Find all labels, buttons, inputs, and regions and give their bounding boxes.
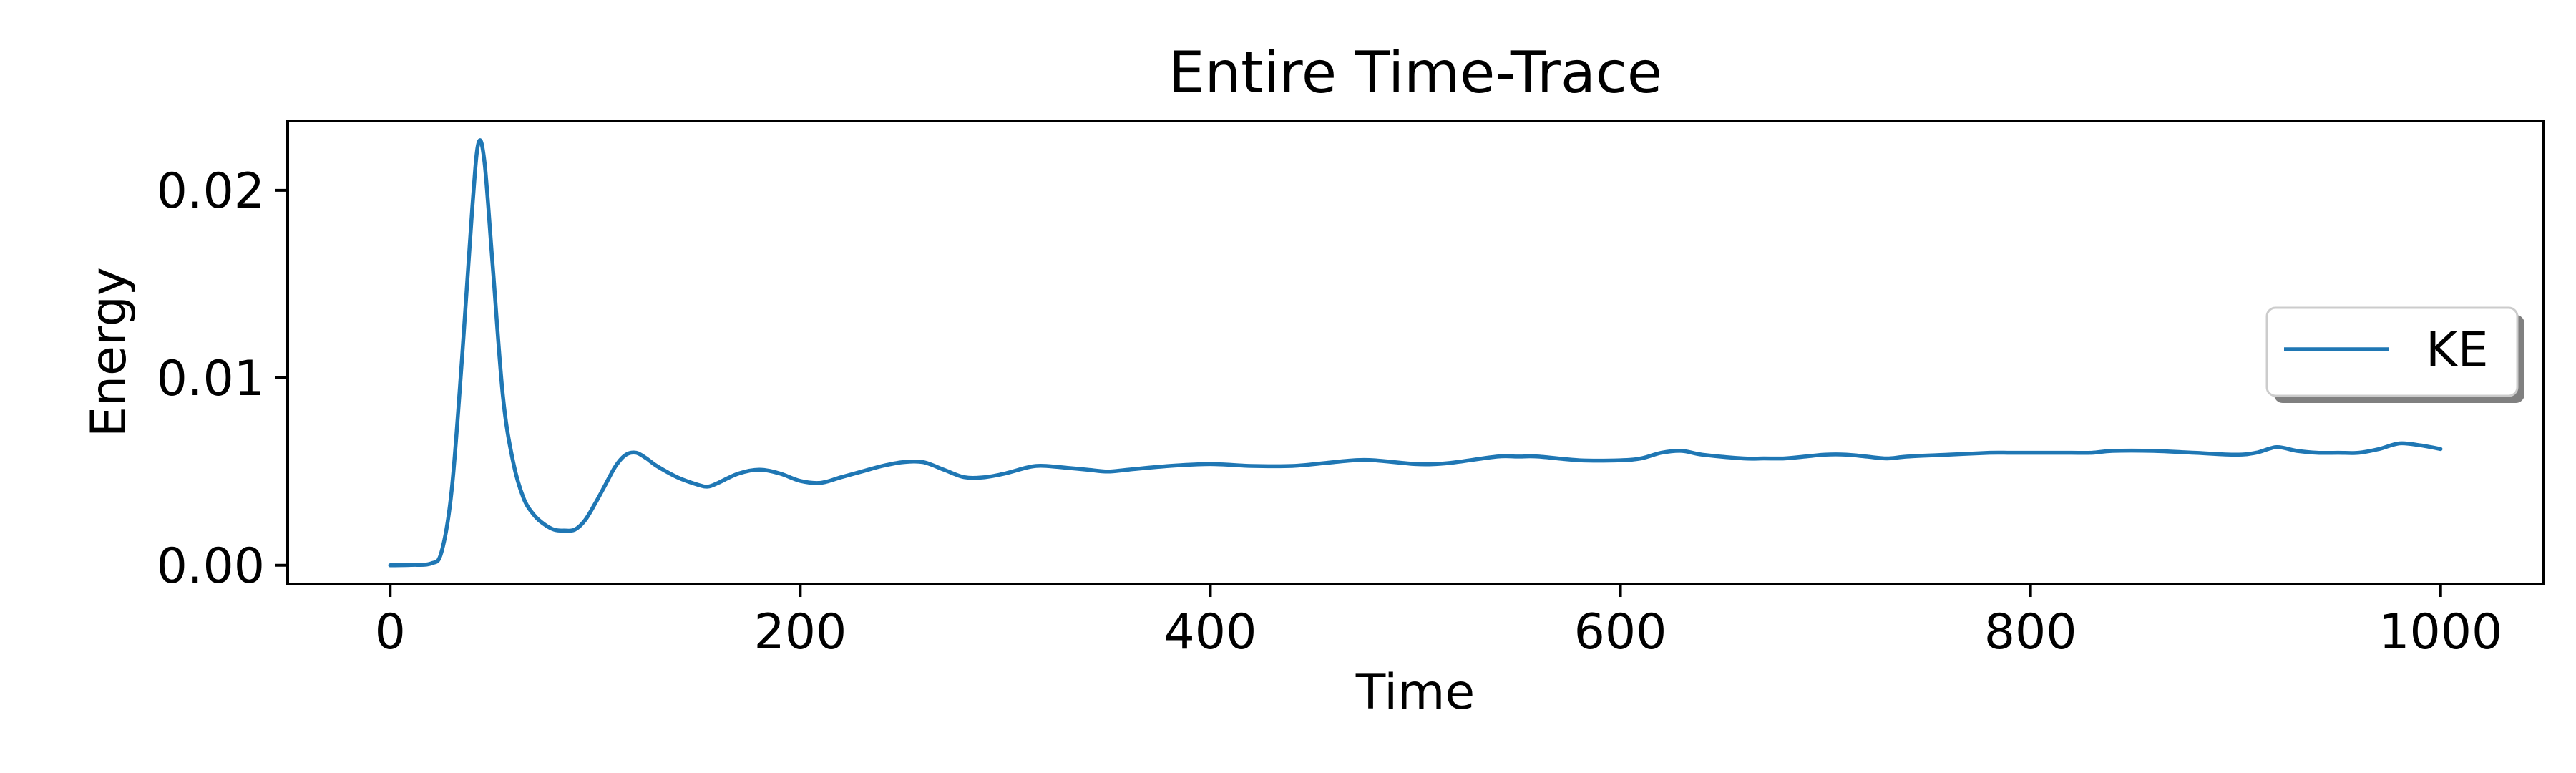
x-axis-label: Time [1355,664,1475,721]
x-tick-label: 400 [1164,604,1257,661]
series-line-ke [388,138,2443,568]
plot-area-frame [286,120,2545,585]
legend: KE [2265,306,2524,403]
chart-title: Entire Time-Trace [1169,39,1662,106]
y-tick-label: 0.01 [157,351,265,407]
x-tick-label: 0 [375,604,406,661]
x-tick-label: 200 [753,604,847,661]
y-axis-label: Energy [81,267,137,437]
x-tick-label: 600 [1574,604,1667,661]
legend-box [2265,306,2519,397]
legend-label-ke: KE [2426,322,2489,379]
x-tick-label: 800 [1984,604,2077,661]
y-tick-label: 0.02 [157,163,265,220]
x-axis-ticks: 0 200 400 600 800 1000 [375,584,2502,661]
y-tick-label: 0.00 [157,538,265,595]
y-axis-ticks: 0.00 0.01 0.02 [157,163,288,595]
x-tick-label: 1000 [2379,604,2502,661]
